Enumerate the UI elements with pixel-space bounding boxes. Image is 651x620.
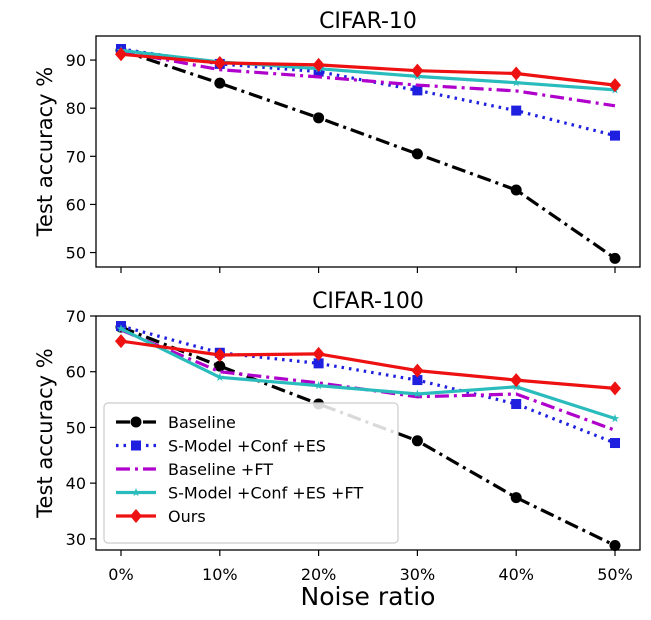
cifar100-ytick-label: 50 (66, 418, 86, 437)
cifar100-series-0-point (214, 360, 226, 372)
cifar100-series-4-point (609, 381, 621, 396)
cifar10-ytick-label: 50 (66, 244, 86, 263)
legend-swatch-marker (130, 416, 142, 428)
cifar100-xtick-label: 40% (498, 565, 534, 584)
cifar10-title: CIFAR-10 (319, 9, 417, 34)
cifar10-series-0-point (411, 148, 423, 160)
cifar10-series-0-point (313, 112, 325, 124)
cifar10-ytick-label: 60 (66, 195, 86, 214)
cifar10-series-3-point (511, 78, 521, 87)
cifar10-series-4-point (609, 78, 621, 93)
cifar100-xtick-label: 0% (108, 565, 133, 584)
cifar100-series-3-point (215, 372, 225, 381)
cifar100-series-4-point (510, 373, 523, 388)
legend-swatch-marker (131, 488, 141, 497)
cifar100-xtick-label: 30% (400, 565, 436, 584)
cifar10-series-4-line (120, 52, 616, 87)
cifar100-ylabel: Test accuracy % (33, 348, 57, 518)
cifar10-series-2-line (120, 49, 616, 108)
cifar100-series-0-point (510, 492, 522, 504)
cifar100-series-4-point (115, 334, 127, 349)
cifar10-frame (95, 35, 641, 268)
cifar100-series-1-line (120, 324, 616, 445)
cifar10-series-0-point (214, 77, 226, 89)
cifar100-series-4-point (411, 363, 424, 378)
cifar100-xtick-label: 50% (597, 565, 633, 584)
legend-label: S-Model +Conf +ES (168, 437, 326, 456)
cifar100-series-1-point (412, 375, 423, 386)
cifar10-ytick-label: 80 (66, 99, 86, 118)
legend-box (103, 402, 399, 544)
cifar100-series-3-line (120, 327, 616, 421)
cifar10-series-1-point (412, 85, 423, 96)
cifar100-frame (95, 315, 641, 551)
cifar10-series-0-line (120, 48, 616, 260)
cifar10-series-3-line (120, 48, 616, 92)
legend-label: Ours (168, 507, 206, 526)
cifar10-series-0-point (609, 252, 621, 264)
cifar100-series-1-point (313, 358, 324, 369)
legend-swatch-marker (130, 509, 142, 523)
cifar10-ylabel: Test accuracy % (33, 67, 57, 237)
legend-label: Baseline +FT (168, 460, 273, 479)
cifar10-ytick-label: 90 (66, 51, 86, 70)
cifar100-series-1-point (511, 399, 522, 410)
cifar100-xtick-label: 20% (301, 565, 337, 584)
legend-label: S-Model +Conf +ES +FT (168, 484, 363, 503)
legend-swatch-marker (131, 440, 141, 451)
cifar10-series-4-point (115, 47, 127, 62)
cifar100-series-0-point (609, 540, 621, 552)
cifar100-ytick-label: 40 (66, 474, 86, 493)
legend: Baseline S-Model +Conf +ES Baseline +FT S-M… (103, 402, 399, 544)
cifar100-series-3-point (116, 324, 126, 333)
cifar100-ytick-label: 30 (66, 530, 86, 549)
cifar100-title: CIFAR-100 (312, 289, 424, 314)
cifar100-series-4-line (120, 339, 616, 390)
cifar100-series-4-point (213, 348, 226, 362)
cifar100-series-3-point (413, 389, 422, 398)
cifar10-series-4-point (213, 55, 226, 70)
figure-xlabel: Noise ratio (301, 582, 436, 611)
cifar100-ytick-label: 70 (66, 307, 86, 326)
cifar100-xtick-label: 10% (202, 565, 238, 584)
cifar100-panel: CIFAR-100 Test accuracy % 30 40 50 60 70 0% 10% 2… (33, 289, 641, 584)
cifar10-series-1-point (610, 130, 620, 141)
cifar10-series-4-point (411, 63, 424, 78)
cifar10-series-1-point (511, 105, 522, 116)
legend-label: Baseline (168, 413, 236, 432)
cifar100-series-3-point (610, 414, 620, 423)
cifar100-series-0-point (411, 435, 423, 447)
cifar100-series-3-point (314, 381, 323, 390)
cifar10-series-4-point (312, 57, 325, 72)
cifar10-series-4-point (510, 66, 523, 81)
cifar100-series-4-point (312, 346, 325, 361)
cifar10-ytick-label: 70 (66, 147, 86, 166)
cifar100-ytick-label: 60 (66, 363, 86, 382)
cifar10-series-0-point (510, 184, 522, 196)
cifar10-panel: CIFAR-10 Test accuracy % 50 60 70 80 90 (33, 9, 641, 273)
cifar100-series-1-point (610, 438, 620, 449)
